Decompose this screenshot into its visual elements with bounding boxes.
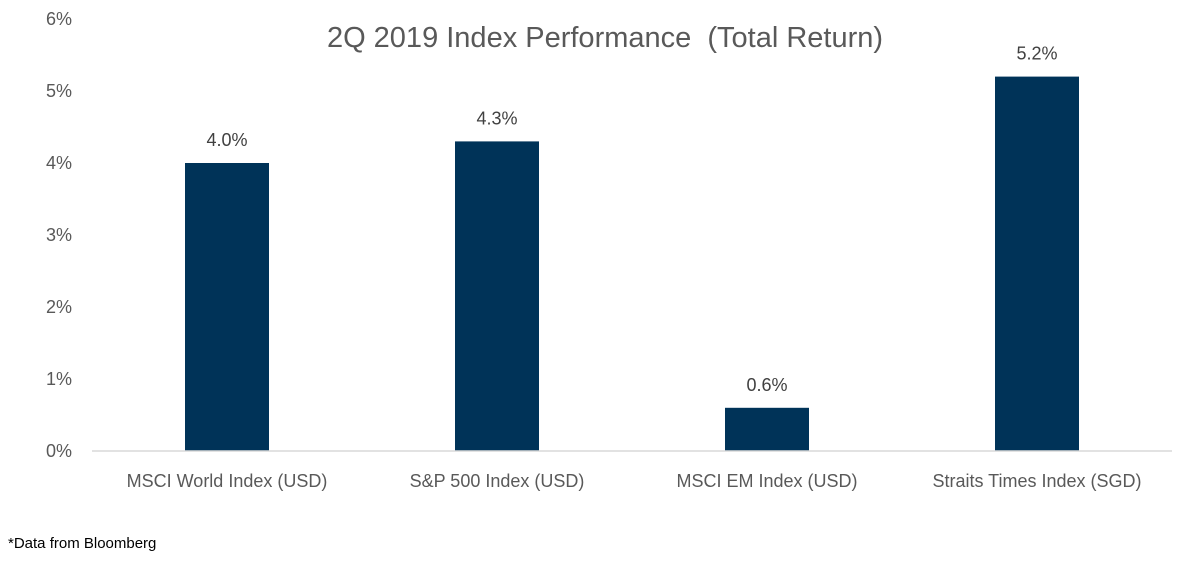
x-category-label: MSCI World Index (USD) bbox=[127, 471, 328, 491]
bar-data-label: 5.2% bbox=[1016, 44, 1057, 64]
bar-data-label: 0.6% bbox=[746, 375, 787, 395]
y-tick-label: 3% bbox=[46, 225, 72, 245]
y-tick-label: 2% bbox=[46, 297, 72, 317]
y-tick-label: 0% bbox=[46, 441, 72, 461]
bar bbox=[725, 407, 809, 451]
bar bbox=[455, 141, 539, 451]
x-category-label: S&P 500 Index (USD) bbox=[410, 471, 585, 491]
bar bbox=[995, 76, 1079, 451]
x-category-label: Straits Times Index (SGD) bbox=[932, 471, 1141, 491]
chart-title: 2Q 2019 Index Performance (Total Return) bbox=[327, 22, 883, 54]
y-axis: 0% 1% 2% 3% 4% 5% 6% bbox=[46, 9, 72, 461]
footnote: *Data from Bloomberg bbox=[8, 535, 157, 552]
y-tick-label: 1% bbox=[46, 369, 72, 389]
bars: 4.0% 4.3% 0.6% 5.2% bbox=[185, 44, 1079, 451]
bar-data-label: 4.0% bbox=[206, 130, 247, 150]
y-tick-label: 5% bbox=[46, 81, 72, 101]
y-tick-label: 6% bbox=[46, 9, 72, 29]
bar bbox=[185, 163, 269, 451]
x-category-label: MSCI EM Index (USD) bbox=[676, 471, 857, 491]
x-axis: MSCI World Index (USD) S&P 500 Index (USD… bbox=[92, 450, 1172, 491]
y-tick-label: 4% bbox=[46, 153, 72, 173]
bar-data-label: 4.3% bbox=[476, 108, 517, 128]
